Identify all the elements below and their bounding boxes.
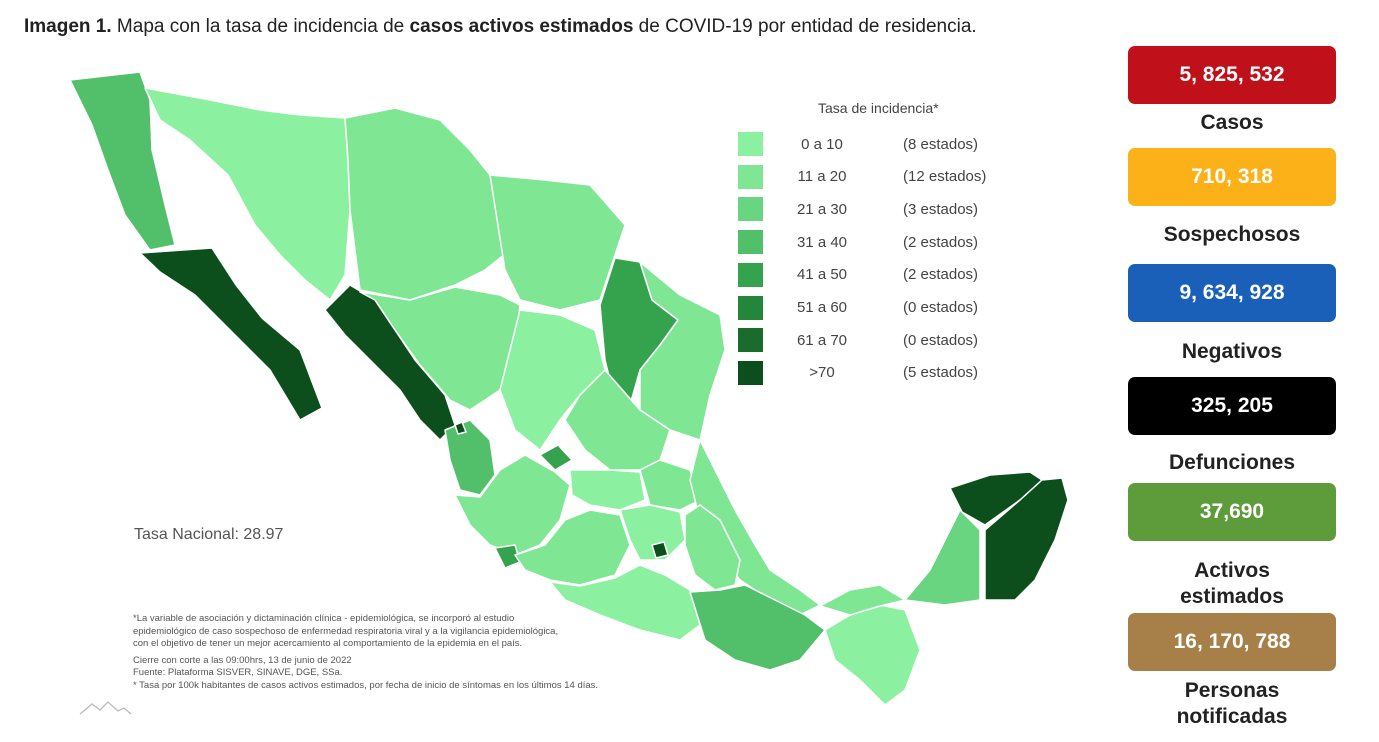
state-coahuila [489,174,626,311]
title-bold-text: casos activos estimados [409,16,634,37]
legend-count: (2 estados) [903,233,979,251]
legend-range: >70 [809,364,835,382]
footnote-line: Cierre con corte a las 09:00hrs, 13 de j… [133,654,352,666]
stat-label: Sospechosos [1163,223,1301,246]
legend-swatch [738,262,763,287]
state-puebla [684,504,741,591]
legend-swatch [738,164,763,189]
stat-value-box: 37,690 [1128,483,1336,541]
legend-swatch [738,132,763,156]
legend-count: (3 estados) [903,200,979,218]
footnote-line: * Tasa por 100k habitantes de casos acti… [133,679,599,691]
mountain-logo-icon [79,701,132,715]
legend-row: 51 a 60 (0 estados) [738,295,979,320]
legend-swatch [738,360,763,385]
legend-range: 0 a 10 [801,135,843,153]
legend-count: (0 estados) [903,331,979,349]
footnote-line: Fuente: Plataforma SISVER, SINAVE, DGE, … [133,667,343,679]
footnote-line: con el objetivo de tener un mejor acerca… [133,638,523,650]
legend-count: (2 estados) [903,266,979,284]
state-chiapas [824,604,921,706]
footnotes: *La variable de asociación y dictaminaci… [133,613,598,693]
state-michoacan [514,509,631,586]
legend-swatch [738,328,763,353]
legend-range: 51 a 60 [796,299,848,316]
title-text-2: de COVID-19 por entidad de residencia. [633,16,977,37]
state-nayarit [444,419,496,496]
legend-swatch [738,295,763,320]
legend-range: 11 a 20 [797,168,847,186]
state-jalisco [454,454,571,556]
legend-range: 41 a 50 [796,266,848,284]
legend-row: 61 a 70 (0 estados) [738,328,979,353]
legend-count: (8 estados) [903,135,979,153]
footnote-line: epidemiológico de caso sospechoso de enf… [133,625,559,637]
footnote-line: *La variable de asociación y dictaminaci… [133,613,515,624]
mexico-map [69,71,1069,706]
state-quintana-roo [984,477,1069,601]
legend-count: (0 estados) [903,299,979,316]
page-title: Imagen 1. Mapa con la tasa de incidencia… [24,16,977,38]
legend-title: Tasa de incidencia* [818,100,939,116]
legend-count: (5 estados) [903,364,979,382]
stat-label: Personas notificadas [1176,679,1288,728]
state-aguascalientes [539,444,573,471]
legend-row: >70 (5 estados) [738,360,979,385]
stat-label: Defunciones [1168,451,1296,474]
state-baja-california-sur [139,247,323,421]
state-guanajuato [569,469,646,511]
national-rate: Tasa Nacional: 28.97 [134,526,284,543]
title-prefix: Imagen 1. [24,16,112,37]
stat-value-box: 9, 634, 928 [1128,264,1336,322]
state-edomex [619,504,686,561]
legend-row: 31 a 40 (2 estados) [738,230,979,255]
stat-value-box: 5, 825, 532 [1128,46,1336,104]
legend-swatch [738,197,763,222]
legend-range: 21 a 30 [796,200,848,218]
legend-range: 61 a 70 [796,331,848,349]
legend-swatch [738,230,763,255]
stat-value-box: 16, 170, 788 [1128,613,1336,671]
stat-label: Activos estimados [1180,559,1284,608]
stat-label: Negativos [1181,340,1283,363]
state-campeche [904,509,981,606]
title-text-1: Mapa con la tasa de incidencia de [111,16,410,37]
stat-value-box: 325, 205 [1128,377,1336,435]
stat-label: Casos [1200,111,1264,134]
state-sonora [144,87,351,301]
stat-value-box: 710, 318 [1128,148,1336,206]
legend-row: 11 a 20 (12 estados) [738,164,987,189]
legend-count: (12 estados) [903,168,987,186]
state-islands [454,421,467,435]
legend-range: 31 a 40 [796,233,848,251]
state-chihuahua [344,107,521,301]
legend-row: 41 a 50 (2 estados) [738,262,979,287]
legend-row: 21 a 30 (3 estados) [738,197,979,222]
legend-row: 0 a 10 (8 estados) [738,132,978,156]
state-cdmx [651,541,669,559]
